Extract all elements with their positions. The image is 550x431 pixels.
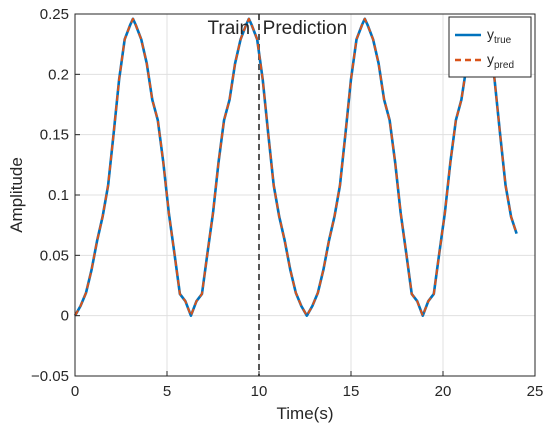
y-tick-label: 0.05 [40, 247, 69, 264]
legend-entry-main: y [487, 26, 494, 42]
annotation-label: Prediction [263, 18, 348, 39]
x-tick-label: 0 [71, 383, 79, 400]
annotation-label: Train [207, 18, 250, 39]
legend-entry-subscript: pred [494, 60, 514, 71]
y-tick-label: 0.25 [40, 6, 69, 23]
y-tick-label: 0.1 [48, 187, 69, 204]
y-tick-label: 0 [61, 308, 69, 325]
legend-entry: ytrue [487, 26, 512, 46]
series-line-pred [74, 17, 518, 317]
x-tick-label: 10 [251, 383, 268, 400]
legend-entry: ypred [487, 51, 514, 71]
x-tick-label: 20 [435, 383, 452, 400]
x-tick-label: 5 [163, 383, 171, 400]
legend-entry-main: y [487, 51, 494, 67]
x-tick-label: 25 [527, 383, 544, 400]
y-tick-label: −0.05 [31, 368, 69, 385]
legend-entry-subscript: true [494, 35, 512, 46]
annotations: Train Prediction [207, 18, 347, 39]
x-tick-label: 15 [343, 383, 360, 400]
series-group [73, 17, 518, 317]
y-tick-label: 0.15 [40, 127, 69, 144]
y-tick-label: 0.2 [48, 66, 69, 83]
x-axis-title: Time(s) [277, 404, 334, 423]
y-axis-title: Amplitude [7, 157, 26, 233]
legend-box [448, 16, 532, 78]
